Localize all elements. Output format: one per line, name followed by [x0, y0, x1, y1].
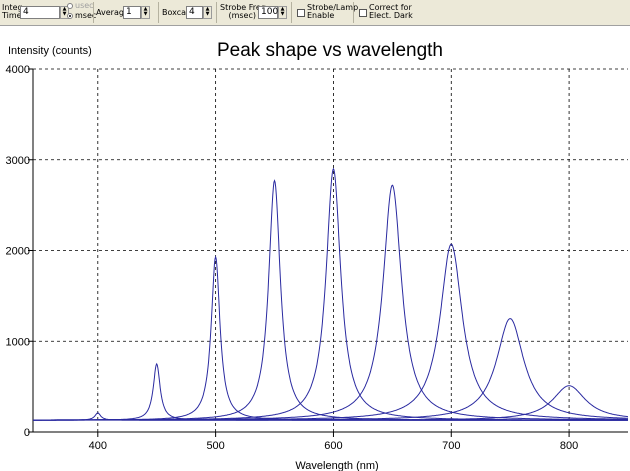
- integ-time-input[interactable]: 4: [20, 6, 60, 19]
- spectrum-peak-500: [33, 255, 628, 421]
- toolbar-separator: [158, 2, 159, 23]
- toolbar-separator: [216, 2, 217, 23]
- spectrum-peak-550: [33, 179, 628, 421]
- strobe-lamp-checkbox[interactable]: [297, 9, 305, 17]
- x-tick-label: 600: [324, 440, 342, 452]
- y-tick-label: 3000: [6, 155, 30, 167]
- msec-radio[interactable]: [67, 13, 73, 19]
- toolbar-separator: [291, 2, 292, 23]
- integ-time-label: Integ. Time: [2, 3, 26, 20]
- acquisition-toolbar: Integ. Time 4 ▲ ▼ usec msec Average 1 ▲ ▼ …: [0, 0, 630, 26]
- integ-time-spinner[interactable]: ▲ ▼: [60, 6, 69, 19]
- usec-radio[interactable]: [67, 3, 73, 9]
- average-spinner[interactable]: ▲ ▼: [141, 6, 150, 19]
- boxcar-input[interactable]: 4: [186, 6, 203, 19]
- toolbar-separator: [93, 2, 94, 23]
- x-tick-label: 400: [89, 440, 107, 452]
- y-tick-label: 4000: [6, 64, 30, 76]
- y-tick-label: 0: [24, 427, 30, 439]
- spectrum-peak-650: [33, 184, 628, 421]
- strobe-lamp-label: Strobe/Lamp Enable: [307, 3, 359, 20]
- average-label: Average: [96, 8, 129, 17]
- correct-dark-label: Correct for Elect. Dark: [369, 3, 413, 20]
- strobe-freq-label: Strobe Freq. (msec): [220, 3, 269, 20]
- usec-label: usec: [75, 1, 94, 10]
- spectrum-peak-600: [33, 167, 628, 421]
- x-tick-label: 800: [560, 440, 578, 452]
- boxcar-spinner[interactable]: ▲ ▼: [203, 6, 212, 19]
- x-tick-label: 700: [442, 440, 460, 452]
- strobe-freq-input[interactable]: 100: [258, 6, 278, 19]
- spectrum-peak-450: [33, 362, 628, 421]
- msec-label: msec: [75, 11, 97, 20]
- y-axis-label: Intensity (counts): [8, 45, 92, 57]
- y-tick-label: 1000: [6, 336, 30, 348]
- correct-dark-checkbox[interactable]: [359, 9, 367, 17]
- spectrum-peak-700: [33, 243, 628, 421]
- toolbar-separator: [353, 2, 354, 23]
- boxcar-label: Boxcar: [162, 8, 190, 17]
- spectrum-chart: Peak shape vs wavelength Intensity (coun…: [6, 40, 628, 471]
- y-tick-label: 2000: [6, 246, 30, 258]
- average-input[interactable]: 1: [123, 6, 141, 19]
- strobe-freq-spinner[interactable]: ▲ ▼: [278, 6, 287, 19]
- x-axis-label: Wavelength (nm): [295, 460, 378, 471]
- spectrum-peak-800: [33, 385, 628, 421]
- chart-title: Peak shape vs wavelength: [217, 40, 443, 61]
- spectrum-peak-750: [33, 318, 628, 421]
- x-tick-label: 500: [206, 440, 224, 452]
